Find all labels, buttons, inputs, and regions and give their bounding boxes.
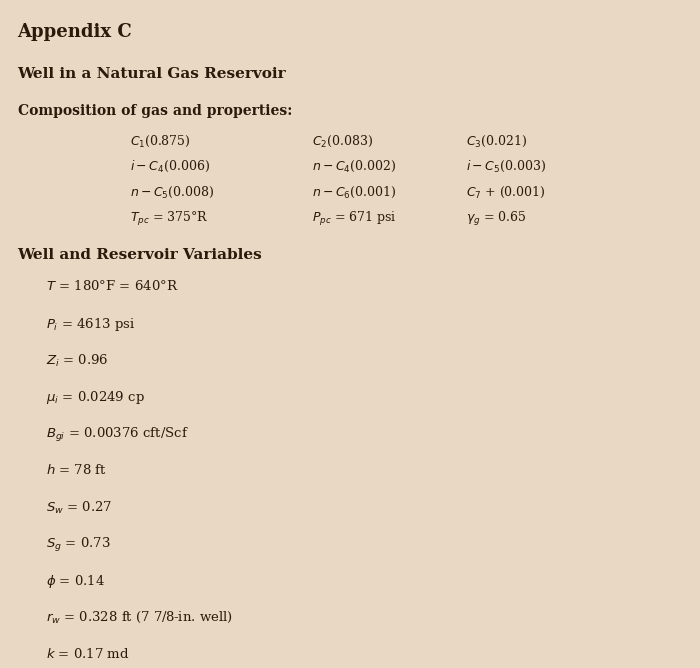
Text: $\mu_i$ = 0.0249 cp: $\mu_i$ = 0.0249 cp [46,389,144,406]
Text: $n-C_5$(0.008): $n-C_5$(0.008) [130,184,214,200]
Text: $r_w$ = 0.328 ft (7 7/8-in. well): $r_w$ = 0.328 ft (7 7/8-in. well) [46,610,232,625]
Text: $i-C_4$(0.006): $i-C_4$(0.006) [130,159,209,174]
Text: $T_{pc}$ = 375°R: $T_{pc}$ = 375°R [130,210,208,228]
Text: $\gamma_g$ = 0.65: $\gamma_g$ = 0.65 [466,210,526,228]
Text: $T$ = 180°F = 640°R: $T$ = 180°F = 640°R [46,279,178,293]
Text: $C_2$(0.083): $C_2$(0.083) [312,134,372,149]
Text: $h$ = 78 ft: $h$ = 78 ft [46,463,106,477]
Text: Well in a Natural Gas Reservoir: Well in a Natural Gas Reservoir [18,67,286,81]
Text: $n-C_4$(0.002): $n-C_4$(0.002) [312,159,396,174]
Text: $Z_i$ = 0.96: $Z_i$ = 0.96 [46,353,108,369]
Text: Appendix C: Appendix C [18,23,132,41]
Text: $S_w$ = 0.27: $S_w$ = 0.27 [46,500,111,516]
Text: $P_i$ = 4613 psi: $P_i$ = 4613 psi [46,316,135,333]
Text: $C_3$(0.021): $C_3$(0.021) [466,134,526,149]
Text: Well and Reservoir Variables: Well and Reservoir Variables [18,248,262,263]
Text: $B_{gi}$ = 0.00376 cft/Scf: $B_{gi}$ = 0.00376 cft/Scf [46,426,188,444]
Text: $C_7$ + (0.001): $C_7$ + (0.001) [466,184,545,200]
Text: $\phi$ = 0.14: $\phi$ = 0.14 [46,573,104,590]
Text: $C_1$(0.875): $C_1$(0.875) [130,134,190,149]
Text: $k$ = 0.17 md: $k$ = 0.17 md [46,647,129,661]
Text: $n-C_6$(0.001): $n-C_6$(0.001) [312,184,396,200]
Text: $i-C_5$(0.003): $i-C_5$(0.003) [466,159,545,174]
Text: $P_{pc}$ = 671 psi: $P_{pc}$ = 671 psi [312,210,396,228]
Text: $S_g$ = 0.73: $S_g$ = 0.73 [46,536,110,554]
Text: Composition of gas and properties:: Composition of gas and properties: [18,104,292,118]
